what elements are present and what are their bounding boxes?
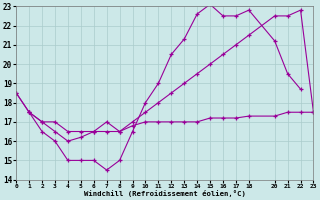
X-axis label: Windchill (Refroidissement éolien,°C): Windchill (Refroidissement éolien,°C)	[84, 190, 246, 197]
